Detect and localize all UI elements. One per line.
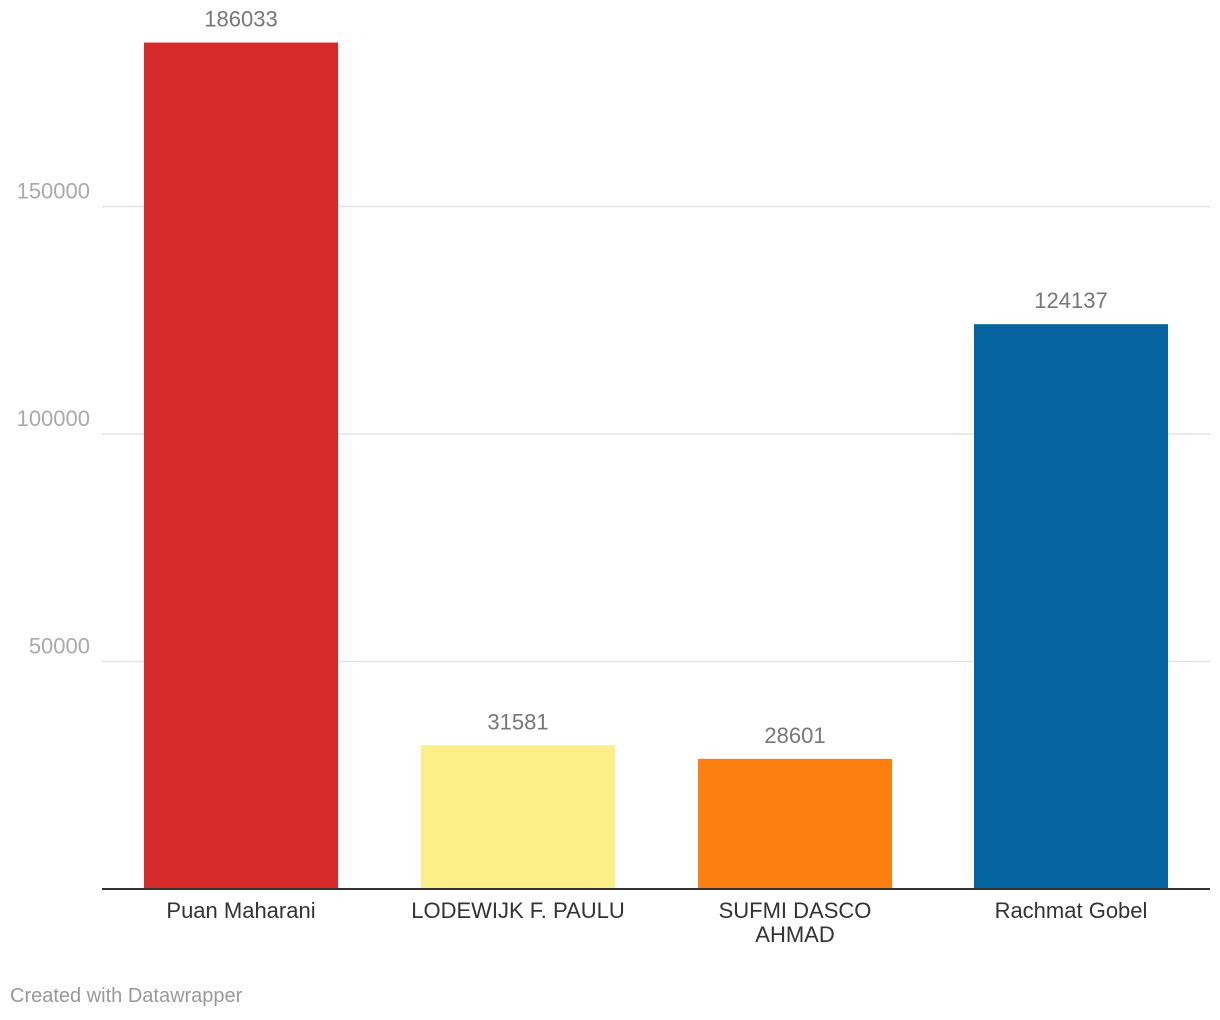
credit-text: Created with Datawrapper: [10, 985, 243, 1007]
bar-value-label: 124137: [1034, 288, 1107, 313]
bar-value-label: 186033: [204, 7, 277, 32]
category-label: Puan Maharani: [166, 898, 315, 923]
bar-value-label: 31581: [487, 709, 548, 734]
labels: 50000 100000 150000 186033 Puan Maharani 3158…: [17, 7, 1148, 947]
y-tick-label: 100000: [17, 406, 90, 431]
category-label: LODEWIJK F. PAULU: [411, 898, 625, 923]
bar-value-label: 28601: [764, 723, 825, 748]
category-label: SUFMI DASCO AHMAD: [719, 898, 872, 947]
bar: [144, 42, 338, 889]
bar: [698, 758, 892, 889]
category-label: Rachmat Gobel: [995, 898, 1148, 923]
y-tick-label: 50000: [29, 634, 90, 659]
bar: [974, 324, 1168, 889]
bar: [421, 745, 615, 889]
bars: [144, 42, 1168, 889]
y-tick-label: 150000: [17, 179, 90, 204]
